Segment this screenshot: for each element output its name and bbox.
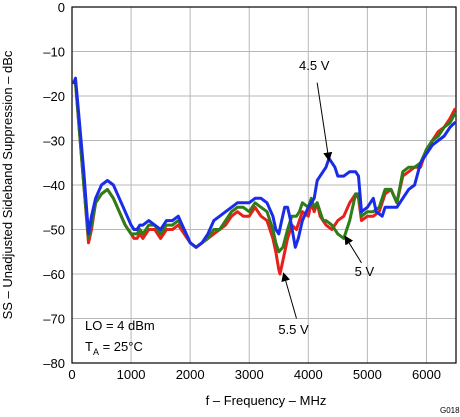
x-tick-label: 1000 [117, 367, 146, 382]
x-tick-label: 2000 [176, 367, 205, 382]
ta-subscript: A [93, 347, 99, 357]
y-tick-label: –70 [43, 312, 65, 327]
y-tick-label: –60 [43, 267, 65, 282]
ta-t: T [85, 339, 93, 354]
x-tick-label: 6000 [412, 367, 441, 382]
plot-border [71, 6, 457, 364]
grid [71, 6, 456, 364]
x-tick-label: 4000 [294, 367, 323, 382]
x-axis-title: f – Frequency – MHz [206, 393, 327, 408]
series-label: 4.5 V [299, 58, 330, 73]
series-layer [72, 76, 457, 276]
y-tick-label: –10 [43, 45, 65, 60]
label-arrow [281, 272, 297, 319]
y-tick-label: –20 [43, 89, 65, 104]
label-arrow [316, 82, 333, 162]
y-tick-label: –80 [43, 356, 65, 371]
x-tick-labels: 0 1000 2000 3000 4000 5000 6000 [68, 367, 441, 382]
y-tick-label: –30 [43, 134, 65, 149]
x-tick-label: 3000 [235, 367, 264, 382]
label-arrow [344, 235, 362, 264]
x-tick-label: 5000 [353, 367, 382, 382]
plot-frame [71, 6, 457, 364]
y-tick-labels: 0 –10 –20 –30 –40 –50 –60 –70 –80 [43, 0, 65, 371]
series-line [72, 76, 457, 249]
y-axis-title: SS – Unadjusted Sideband Suppression – d… [0, 50, 15, 319]
ta-annotation: TA = 25°C [85, 339, 143, 357]
series-label: 5 V [355, 264, 375, 279]
lo-annotation: LO = 4 dBm [85, 318, 155, 333]
annotation-layer: 4.5 V 5 V 5.5 V [278, 58, 374, 337]
figure-id: G018 [440, 406, 460, 415]
x-tick-label: 0 [68, 367, 75, 382]
y-tick-label: 0 [58, 0, 65, 15]
series-line [72, 81, 457, 254]
series-label: 5.5 V [278, 322, 309, 337]
y-tick-label: –40 [43, 178, 65, 193]
y-tick-label: –50 [43, 223, 65, 238]
ta-value: = 25°C [99, 339, 143, 354]
